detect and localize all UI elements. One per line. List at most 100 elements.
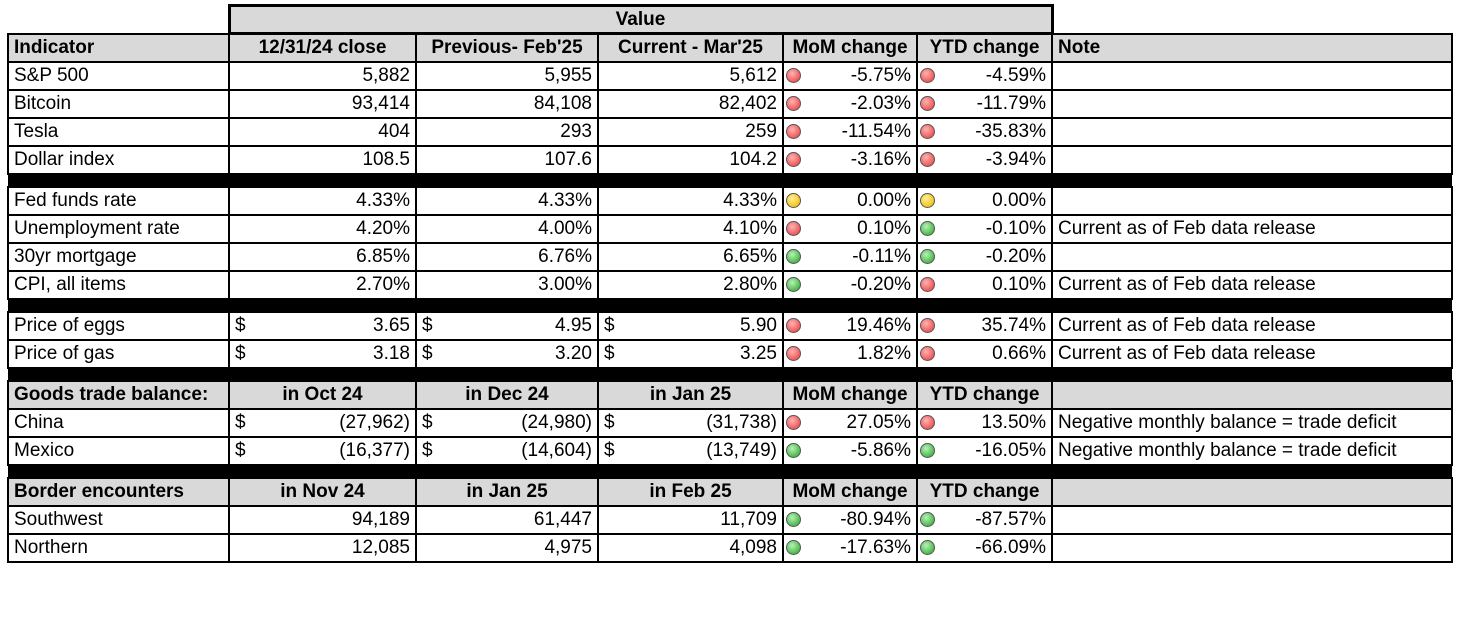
status-indicator-icon [786, 96, 801, 111]
amount: (16,377) [339, 439, 410, 461]
indicator-label: CPI, all items [7, 269, 230, 300]
ytd-change-cell: -3.94% [916, 144, 1053, 175]
amount: (27,962) [339, 411, 410, 433]
change-value: -17.63% [786, 537, 911, 559]
change-amount: 19.46% [846, 314, 911, 336]
value-cell: $ (27,962) [228, 407, 417, 438]
value-cell: $ (13,749) [597, 435, 784, 466]
change-amount: -87.57% [975, 508, 1046, 530]
change-amount: -3.94% [985, 148, 1046, 170]
value-cell: $ (16,377) [228, 435, 417, 466]
status-indicator-icon [920, 249, 935, 264]
change-amount: -5.75% [850, 64, 911, 86]
table-row: Mexico $ (16,377) $ (14,604) $ (13,749) -5.86% -… [7, 435, 1453, 466]
value-cell: 2.70% [228, 269, 417, 300]
status-indicator-icon [920, 443, 935, 458]
value-cell: 84,108 [415, 88, 599, 119]
value-cell: 293 [415, 116, 599, 147]
mom-change-cell: 1.82% [782, 338, 918, 369]
currency-symbol: $ [422, 342, 433, 364]
currency-symbol: $ [235, 411, 246, 433]
value-cell: 5,882 [228, 60, 417, 91]
change-amount: -17.63% [840, 536, 911, 558]
value-cell: 11,709 [597, 504, 784, 535]
amount: (24,980) [521, 411, 592, 433]
status-indicator-icon [786, 68, 801, 83]
change-amount: 0.66% [992, 342, 1046, 364]
amount: (13,749) [706, 439, 777, 461]
change-amount: -35.83% [975, 120, 1046, 142]
mom-change-cell: -11.54% [782, 116, 918, 147]
column-header-mom: MoM change [782, 32, 918, 63]
table-row: Fed funds rate 4.33% 4.33% 4.33% 0.00% 0.00% [7, 185, 1453, 216]
ytd-change-cell: -66.09% [916, 532, 1053, 563]
ytd-change-cell: 13.50% [916, 407, 1053, 438]
indicator-label: China [7, 407, 230, 438]
indicator-label: Tesla [7, 116, 230, 147]
note-cell: Negative monthly balance = trade deficit [1051, 407, 1453, 438]
value-cell: 6.76% [415, 241, 599, 272]
ytd-change-cell: -11.79% [916, 88, 1053, 119]
note-cell [1051, 532, 1453, 563]
column-header-current: Current - Mar'25 [597, 32, 784, 63]
status-indicator-icon [920, 540, 935, 555]
value-cell: 12,085 [228, 532, 417, 563]
value-cell: 6.65% [597, 241, 784, 272]
status-indicator-icon [920, 221, 935, 236]
status-indicator-icon [786, 443, 801, 458]
section-header-row: Border encounters in Nov 24 in Jan 25 in Fe… [7, 476, 1453, 507]
section-separator [8, 298, 1452, 312]
status-indicator-icon [786, 221, 801, 236]
amount: 3.20 [555, 342, 592, 364]
amount: 3.25 [740, 342, 777, 364]
currency-symbol: $ [604, 439, 615, 461]
value-cell: $3.18 [228, 338, 417, 369]
mom-change-cell: -0.20% [782, 269, 918, 300]
change-amount: 0.10% [857, 217, 911, 239]
value-cell: $ (24,980) [415, 407, 599, 438]
value-cell: 94,189 [228, 504, 417, 535]
value-cell: 82,402 [597, 88, 784, 119]
ytd-change-cell: 35.74% [916, 310, 1053, 341]
status-indicator-icon [786, 512, 801, 527]
table-row: Price of gas $3.18 $3.20 $3.25 1.82% 0.66% Cur… [7, 338, 1453, 369]
section-header-col1: in Oct 24 [228, 379, 417, 410]
change-amount: -11.54% [841, 120, 911, 142]
status-indicator-icon [920, 68, 935, 83]
value-cell: 4.20% [228, 213, 417, 244]
change-value: -0.11% [786, 246, 911, 268]
table-row: Tesla 404 293 259 -11.54% -35.83% [7, 116, 1453, 147]
currency-value: $3.18 [235, 343, 410, 365]
value-cell: 4.10% [597, 213, 784, 244]
indicator-label: 30yr mortgage [7, 241, 230, 272]
change-value: -0.20% [920, 246, 1046, 268]
note-cell: Current as of Feb data release [1051, 310, 1453, 341]
change-value: -3.16% [786, 149, 911, 171]
section-header-col2: in Dec 24 [415, 379, 599, 410]
change-amount: -80.94% [840, 508, 911, 530]
status-indicator-icon [920, 124, 935, 139]
change-value: -0.20% [786, 274, 911, 296]
status-indicator-icon [786, 346, 801, 361]
value-cell: 4.33% [228, 185, 417, 216]
note-cell [1051, 504, 1453, 535]
section-header-col3: in Feb 25 [597, 476, 784, 507]
change-amount: -0.20% [850, 273, 911, 295]
value-cell: 4,975 [415, 532, 599, 563]
mom-change-cell: 0.00% [782, 185, 918, 216]
value-header-row: Value [8, 4, 1452, 35]
ytd-change-cell: -87.57% [916, 504, 1053, 535]
section-header-ytd: YTD change [916, 476, 1053, 507]
table-row: Dollar index 108.5 107.6 104.2 -3.16% -3.94% [7, 144, 1453, 175]
change-amount: -66.09% [975, 536, 1046, 558]
section-header-mom: MoM change [782, 476, 918, 507]
change-amount: 1.82% [857, 342, 911, 364]
currency-symbol: $ [235, 439, 246, 461]
table-row: S&P 500 5,882 5,955 5,612 -5.75% -4.59% [7, 60, 1453, 91]
value-cell: $ (31,738) [597, 407, 784, 438]
change-amount: -16.05% [975, 439, 1046, 461]
value-cell: $4.95 [415, 310, 599, 341]
change-value: -0.10% [920, 218, 1046, 240]
indicator-label: Southwest [7, 504, 230, 535]
change-value: -66.09% [920, 537, 1046, 559]
